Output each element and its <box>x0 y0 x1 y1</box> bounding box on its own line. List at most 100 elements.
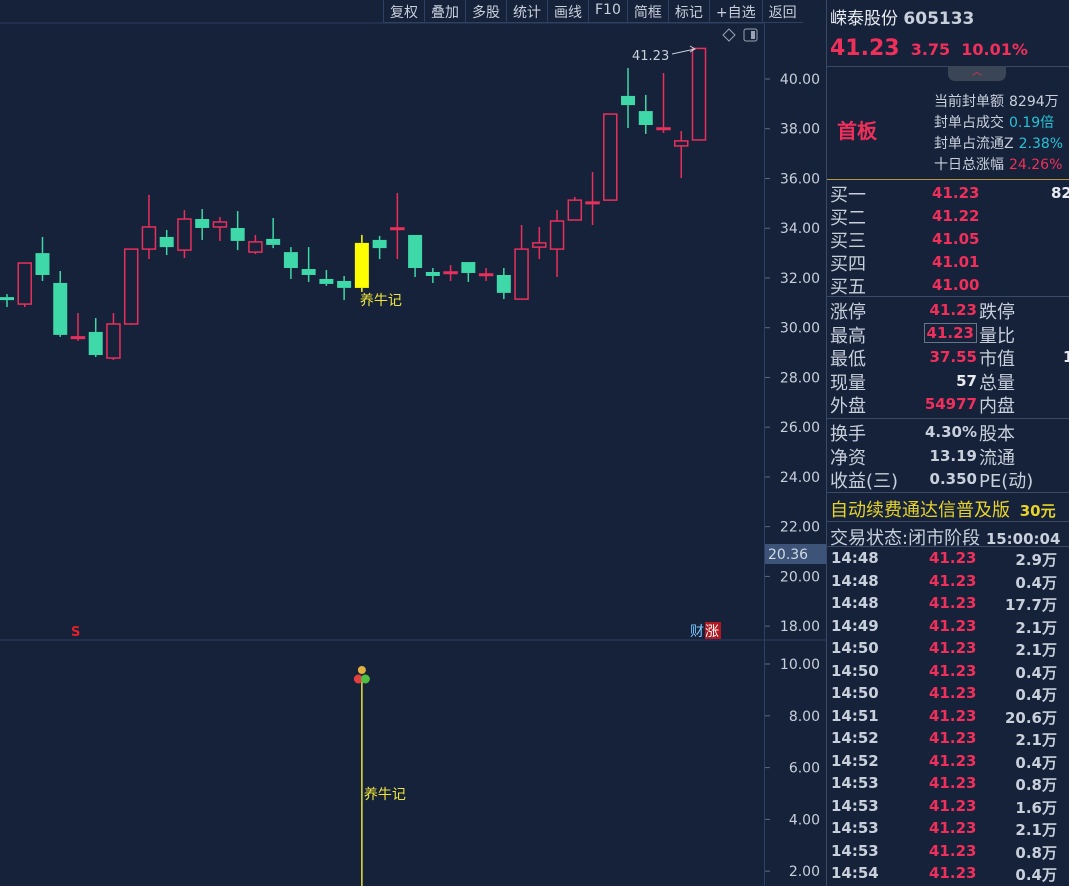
cai-marker[interactable]: 财 <box>690 624 704 640</box>
candle[interactable] <box>319 270 334 286</box>
candle-body <box>177 218 192 251</box>
candle[interactable] <box>691 47 707 141</box>
candle[interactable] <box>656 73 671 133</box>
orderbook-row[interactable]: 买五 41.00 <box>827 273 1069 298</box>
trade-volume: 2.1万 <box>1015 821 1057 839</box>
stats-row: 净资 13.19 流通 <box>827 444 1069 469</box>
candle[interactable] <box>212 217 228 241</box>
candle[interactable] <box>354 234 369 292</box>
candle-body <box>17 262 32 305</box>
candle[interactable] <box>585 172 600 225</box>
orderbook-row[interactable]: 买一 41.23 82 <box>827 181 1069 206</box>
candle[interactable] <box>603 113 618 201</box>
toolbar-button-5[interactable]: F10 <box>588 0 627 22</box>
ad-text: 自动续费通达信普及版 <box>830 500 1010 521</box>
candle[interactable] <box>177 210 192 259</box>
stat-label: 量比 <box>979 325 1015 347</box>
toolbar-button-4[interactable]: 画线 <box>547 0 588 22</box>
candle-body <box>372 239 387 249</box>
candle[interactable] <box>372 235 387 260</box>
bid-label: 买一 <box>830 185 866 206</box>
bid-label: 买三 <box>830 231 866 252</box>
toolbar-button-8[interactable]: +自选 <box>708 0 762 22</box>
orderbook-row[interactable]: 买三 41.05 <box>827 227 1069 252</box>
toolbar-button-9[interactable]: 返回 <box>761 0 803 22</box>
candle[interactable] <box>17 262 32 308</box>
candle[interactable] <box>514 224 529 300</box>
ad-price: 30元 <box>1019 502 1056 520</box>
candle[interactable] <box>674 130 689 178</box>
price-tick-label: 34.00 <box>780 221 820 237</box>
candle-body <box>0 297 14 301</box>
candle[interactable] <box>70 313 86 341</box>
toolbar-button-7[interactable]: 标记 <box>667 0 709 22</box>
candle[interactable] <box>0 294 14 308</box>
ad-banner[interactable]: 自动续费通达信普及版 30元 <box>830 496 1056 522</box>
candle[interactable] <box>88 318 103 358</box>
candle[interactable] <box>638 94 653 134</box>
candle[interactable] <box>549 210 565 277</box>
trade-volume: 0.4万 <box>1015 663 1057 682</box>
trade-row: 14:53 41.23 2.1万 <box>827 819 1069 841</box>
toolbar: 复权 叠加 多股 统计 画线 F10 简框 标记 +自选 返回 <box>383 0 803 23</box>
candle[interactable] <box>141 194 157 260</box>
toolbar-button-2[interactable]: 多股 <box>465 0 506 22</box>
s-marker[interactable]: S <box>71 625 80 640</box>
toolbar-button-0[interactable]: 复权 <box>383 0 424 22</box>
candle[interactable] <box>443 265 458 281</box>
orderbook-row[interactable]: 买二 41.22 <box>827 204 1069 229</box>
bid-volume: 82 <box>1051 184 1069 202</box>
toolbar-button-3[interactable]: 统计 <box>506 0 547 22</box>
candle[interactable] <box>621 68 636 128</box>
trade-row: 14:53 41.23 0.8万 <box>827 774 1069 796</box>
candle[interactable] <box>532 226 547 260</box>
trade-price: 41.23 <box>929 751 977 770</box>
candle[interactable] <box>159 229 174 256</box>
candle[interactable] <box>461 262 476 282</box>
candle[interactable] <box>248 234 263 255</box>
candle-body <box>337 280 352 288</box>
stat-label: 外盘 <box>830 396 866 417</box>
stats-row: 现量 57 总量 <box>827 369 1069 394</box>
candle[interactable] <box>283 247 298 279</box>
stats-row: 换手 4.30% 股本 <box>827 420 1069 445</box>
candle[interactable] <box>53 270 68 337</box>
toolbar-button-1[interactable]: 叠加 <box>424 0 465 22</box>
candle[interactable] <box>425 268 440 283</box>
trade-volume: 0.4万 <box>1015 866 1057 884</box>
candle[interactable] <box>301 247 316 282</box>
trade-row: 14:50 41.23 2.1万 <box>827 639 1069 661</box>
limit-info-label: 封单占成交 <box>934 115 1004 131</box>
trade-row: 14:53 41.23 0.8万 <box>827 842 1069 864</box>
trade-price: 41.23 <box>929 796 977 815</box>
candle[interactable] <box>106 313 121 361</box>
kline-chart[interactable]: 40.00 38.00 36.00 34.00 32.00 30.00 28.00 26.00… <box>0 0 826 886</box>
candle[interactable] <box>266 218 281 249</box>
candle-body <box>195 219 210 228</box>
panel-toggle-icon-fill <box>751 31 755 39</box>
panel-toggle-icon[interactable] <box>743 28 758 42</box>
candle[interactable] <box>390 192 405 260</box>
candle[interactable] <box>496 268 511 300</box>
candle-body <box>461 262 476 273</box>
candle[interactable] <box>478 268 494 281</box>
divider <box>827 546 1069 547</box>
candle[interactable] <box>123 248 139 325</box>
candle[interactable] <box>408 234 423 277</box>
toolbar-button-6[interactable]: 简框 <box>626 0 668 22</box>
candle[interactable] <box>230 211 245 251</box>
orderbook-row[interactable]: 买四 41.01 <box>827 250 1069 275</box>
collapse-toggle-button[interactable]: ︿ <box>948 66 1006 81</box>
indicator-signal-label: 养牛记 <box>364 787 406 803</box>
trade-row: 14:52 41.23 0.4万 <box>827 752 1069 774</box>
candle[interactable] <box>35 236 50 281</box>
limit-info-row: 十日总涨幅 24.26% <box>934 154 1069 174</box>
price-tick-label: 32.00 <box>780 271 820 287</box>
zhang-marker[interactable]: 涨 <box>705 624 719 640</box>
candle[interactable] <box>337 275 352 301</box>
candle[interactable] <box>195 209 210 240</box>
stat-label: 总量 <box>979 372 1015 394</box>
candle[interactable] <box>567 196 583 221</box>
diamond-icon[interactable] <box>722 28 736 42</box>
candle-body <box>638 111 653 126</box>
